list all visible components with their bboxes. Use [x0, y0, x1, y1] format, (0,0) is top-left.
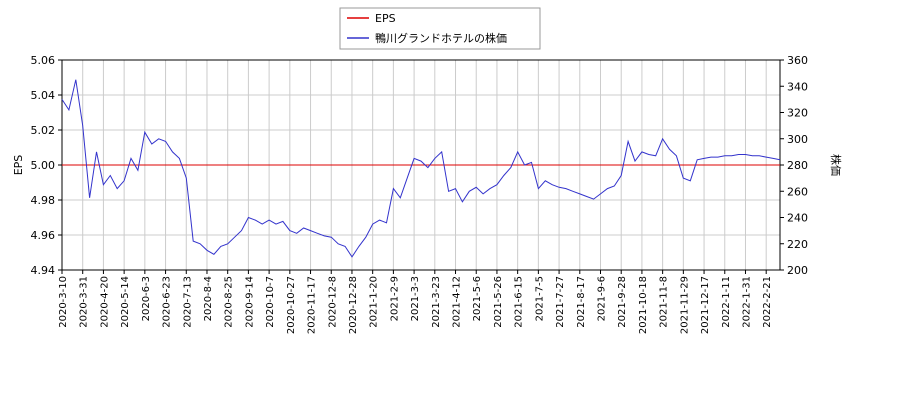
- x-tick-label: 2021-9-6: [597, 276, 608, 321]
- y2-tick-label: 280: [787, 159, 808, 172]
- x-tick-label: 2022-1-31: [741, 276, 752, 328]
- y2-tick-label: 300: [787, 133, 808, 146]
- x-tick-label: 2021-11-29: [679, 276, 690, 334]
- x-tick-label: 2020-8-25: [224, 276, 235, 328]
- x-tick-label: 2020-6-23: [162, 276, 173, 328]
- x-tick-label: 2020-3-10: [58, 276, 69, 328]
- y-tick-label: 5.04: [31, 89, 56, 102]
- y2-tick-label: 360: [787, 54, 808, 67]
- x-tick-label: 2021-1-20: [369, 276, 380, 328]
- x-tick-label: 2021-3-3: [410, 276, 421, 321]
- x-tick-label: 2021-7-5: [534, 276, 545, 321]
- y2-tick-label: 220: [787, 238, 808, 251]
- x-tick-label: 2020-10-27: [286, 276, 297, 334]
- y2-tick-label: 340: [787, 80, 808, 93]
- x-tick-label: 2021-4-12: [452, 276, 463, 328]
- x-tick-label: 2021-9-28: [617, 276, 628, 328]
- x-tick-label: 2021-3-23: [431, 276, 442, 328]
- x-tick-label: 2021-8-17: [576, 276, 587, 328]
- legend-label: 鴨川グランドホテルの株価: [375, 31, 507, 45]
- y-tick-label: 4.94: [31, 264, 56, 277]
- x-tick-label: 2020-6-3: [141, 276, 152, 321]
- y2-axis-label: 株価: [829, 154, 843, 176]
- y2-tick-label: 240: [787, 212, 808, 225]
- x-tick-label: 2020-12-8: [327, 276, 338, 328]
- x-tick-label: 2022-2-21: [762, 276, 773, 328]
- y-tick-label: 4.98: [31, 194, 56, 207]
- x-tick-label: 2021-5-26: [493, 276, 504, 328]
- x-tick-label: 2021-10-18: [638, 276, 649, 334]
- x-tick-label: 2020-10-7: [265, 276, 276, 328]
- x-tick-label: 2022-1-11: [721, 276, 732, 328]
- x-tick-label: 2021-5-6: [472, 276, 483, 321]
- x-tick-label: 2021-2-9: [389, 276, 400, 321]
- y2-tick-label: 320: [787, 107, 808, 120]
- x-tick-label: 2020-7-13: [182, 276, 193, 328]
- x-tick-label: 2020-5-14: [120, 276, 131, 328]
- y-tick-label: 4.96: [31, 229, 56, 242]
- x-tick-label: 2021-7-27: [555, 276, 566, 328]
- x-tick-label: 2020-4-20: [99, 276, 110, 328]
- x-tick-label: 2020-8-4: [203, 276, 214, 321]
- series-line: [61, 79, 781, 258]
- y-tick-label: 5.06: [31, 54, 56, 67]
- x-tick-label: 2020-3-31: [79, 276, 90, 328]
- y-tick-label: 5.02: [31, 124, 56, 137]
- x-tick-label: 2021-6-15: [514, 276, 525, 328]
- x-tick-label: 2020-9-14: [244, 276, 255, 328]
- y-tick-label: 5.00: [31, 159, 56, 172]
- y2-tick-label: 200: [787, 264, 808, 277]
- x-tick-label: 2020-12-28: [348, 276, 359, 334]
- legend-label: EPS: [375, 12, 396, 25]
- x-tick-label: 2021-11-8: [659, 276, 670, 328]
- x-tick-label: 2020-11-17: [307, 276, 318, 334]
- y2-tick-label: 260: [787, 185, 808, 198]
- y-axis-label: EPS: [12, 155, 25, 176]
- legend-box: [339, 7, 541, 50]
- x-tick-label: 2021-12-17: [700, 276, 711, 334]
